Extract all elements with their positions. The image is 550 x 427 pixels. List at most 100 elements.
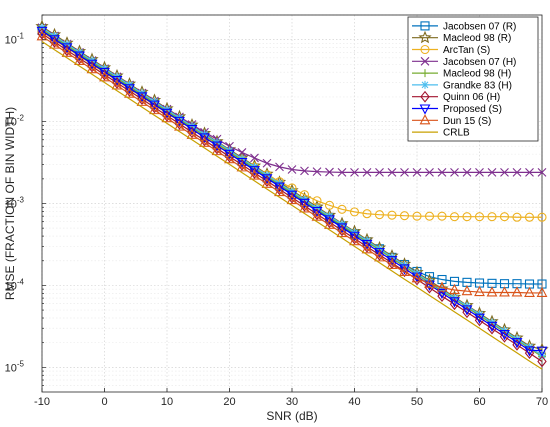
y-tick-exponent: -5 bbox=[17, 359, 25, 368]
data-point bbox=[275, 162, 284, 172]
data-point bbox=[136, 95, 148, 106]
x-axis-label: SNR (dB) bbox=[266, 409, 317, 423]
legend-label: Grandke 83 (H) bbox=[443, 80, 512, 91]
data-point bbox=[188, 122, 196, 131]
legend-item: ArcTan (S) bbox=[412, 44, 490, 56]
data-point bbox=[236, 161, 248, 172]
data-point bbox=[438, 285, 446, 294]
data-point bbox=[149, 103, 160, 115]
data-point bbox=[325, 167, 334, 177]
series-layer bbox=[35, 19, 549, 370]
data-point bbox=[336, 223, 348, 234]
x-tick-label: 70 bbox=[536, 396, 548, 408]
legend-item: Grandke 83 (H) bbox=[412, 80, 512, 91]
data-point bbox=[287, 165, 297, 174]
data-point bbox=[211, 144, 223, 156]
data-point bbox=[261, 177, 273, 188]
data-point bbox=[274, 185, 285, 197]
x-axis-ticks: -10 0 10 20 30 40 50 60 70 bbox=[34, 388, 548, 408]
data-point bbox=[300, 166, 309, 176]
data-point bbox=[74, 51, 85, 62]
data-point bbox=[211, 141, 223, 152]
data-point bbox=[186, 125, 198, 136]
data-point bbox=[461, 305, 473, 316]
data-point bbox=[286, 193, 298, 205]
data-point bbox=[136, 92, 148, 103]
data-point bbox=[261, 174, 273, 185]
data-point bbox=[375, 167, 384, 177]
data-point bbox=[512, 167, 522, 177]
data-point bbox=[374, 210, 385, 220]
data-point bbox=[425, 167, 434, 177]
x-tick-label: 10 bbox=[161, 396, 173, 408]
legend-label: Jacobsen 07 (R) bbox=[443, 21, 516, 32]
data-point bbox=[399, 265, 410, 277]
data-point bbox=[412, 211, 422, 221]
data-point bbox=[61, 43, 73, 54]
data-point bbox=[374, 248, 385, 259]
legend-item: Jacobsen 07 (R) bbox=[412, 21, 516, 32]
data-point bbox=[274, 182, 285, 193]
data-point bbox=[324, 218, 335, 229]
data-point bbox=[362, 167, 372, 177]
data-point bbox=[174, 116, 185, 128]
data-point bbox=[536, 346, 548, 357]
data-point bbox=[474, 313, 485, 324]
data-point bbox=[74, 54, 85, 65]
data-point bbox=[337, 167, 347, 177]
data-point bbox=[399, 211, 410, 221]
legend-item: Dun 15 (S) bbox=[412, 114, 491, 127]
data-point bbox=[186, 128, 198, 139]
data-point bbox=[49, 35, 60, 46]
data-point bbox=[311, 210, 323, 221]
legend-marker bbox=[420, 56, 430, 66]
legend-item: Proposed (S) bbox=[412, 104, 502, 115]
series-line bbox=[41, 35, 542, 294]
data-point bbox=[486, 286, 498, 297]
legend-marker bbox=[420, 44, 430, 55]
data-point bbox=[424, 280, 435, 291]
legend-label: Dun 15 (S) bbox=[443, 116, 491, 127]
y-tick-exponent: -2 bbox=[17, 114, 25, 123]
data-point bbox=[111, 76, 123, 87]
data-point bbox=[111, 79, 123, 90]
series-crlb bbox=[41, 40, 543, 370]
data-point bbox=[524, 212, 535, 222]
legend-marker bbox=[421, 69, 429, 78]
data-point bbox=[461, 285, 473, 296]
x-tick-label: 20 bbox=[223, 396, 235, 408]
data-point bbox=[237, 148, 247, 157]
data-point bbox=[324, 215, 335, 226]
data-point bbox=[487, 167, 497, 177]
x-tick-label: 30 bbox=[286, 396, 298, 408]
data-point bbox=[386, 256, 398, 267]
y-tick-exponent: -1 bbox=[17, 32, 25, 41]
data-point bbox=[349, 207, 360, 217]
data-point bbox=[499, 286, 510, 297]
legend-label: Jacobsen 07 (H) bbox=[443, 57, 516, 68]
series-proposed-s bbox=[36, 26, 548, 357]
legend-label: CRLB bbox=[443, 128, 470, 139]
data-point bbox=[99, 71, 110, 82]
legend-label: Quinn 06 (H) bbox=[443, 92, 500, 103]
data-point bbox=[86, 59, 98, 70]
data-point bbox=[36, 26, 48, 38]
legend-marker bbox=[420, 21, 430, 31]
data-point bbox=[249, 166, 260, 177]
legend-marker bbox=[419, 104, 431, 115]
data-point bbox=[525, 167, 534, 177]
data-point bbox=[537, 355, 547, 368]
legend-marker bbox=[420, 90, 430, 103]
legend-label: Macleod 98 (R) bbox=[443, 33, 511, 44]
data-point bbox=[487, 212, 497, 222]
data-point bbox=[312, 167, 322, 177]
y-axis-label: RMSE (FRACTION OF BIN WIDTH) bbox=[3, 107, 17, 300]
data-point bbox=[161, 108, 173, 119]
data-point bbox=[537, 212, 547, 222]
data-point bbox=[311, 206, 323, 218]
data-point bbox=[449, 212, 460, 222]
x-tick-label: -10 bbox=[34, 396, 50, 408]
data-point bbox=[86, 63, 98, 74]
data-point bbox=[436, 281, 448, 292]
data-point bbox=[412, 167, 422, 177]
